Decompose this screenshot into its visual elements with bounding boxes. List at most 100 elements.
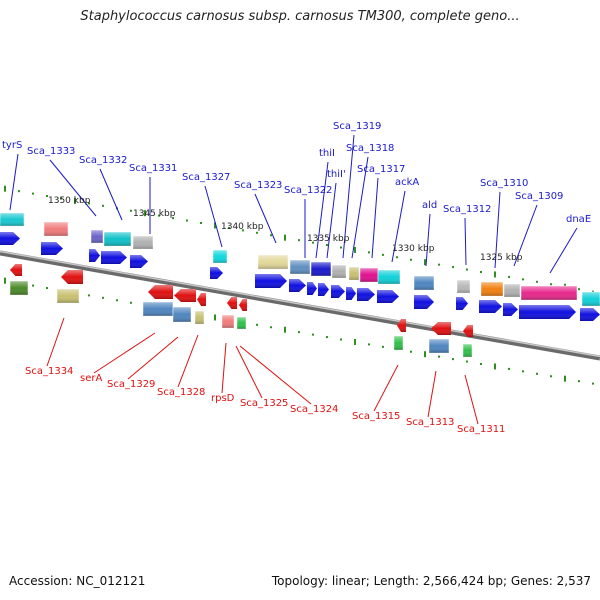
gene-box[interactable]: [413, 275, 435, 291]
forward-gene-arrow[interactable]: [519, 305, 576, 319]
scale-label: 1335 kbp: [307, 234, 350, 244]
gene-box[interactable]: [480, 281, 504, 297]
gene-label[interactable]: thiI: [319, 148, 335, 159]
gene-label[interactable]: Sca_1318: [346, 143, 394, 154]
forward-gene-arrow[interactable]: [503, 303, 518, 316]
gene-label[interactable]: ald: [422, 200, 437, 211]
forward-gene-arrow[interactable]: [377, 290, 399, 303]
forward-gene-arrow[interactable]: [89, 249, 100, 262]
reverse-gene-arrow[interactable]: [431, 322, 451, 335]
gene-box[interactable]: [348, 266, 360, 281]
gene-label[interactable]: Sca_1334: [25, 366, 73, 377]
gene-label[interactable]: Sca_1322: [284, 185, 332, 196]
gene-label[interactable]: Sca_1319: [333, 121, 381, 132]
gene-box[interactable]: [393, 335, 404, 351]
reverse-gene-arrow[interactable]: [463, 325, 473, 337]
gene-box[interactable]: [331, 264, 347, 279]
reverse-gene-arrow[interactable]: [10, 264, 22, 276]
forward-gene-arrow[interactable]: [289, 279, 306, 292]
gene-label[interactable]: Sca_1323: [234, 180, 282, 191]
gene-box[interactable]: [9, 280, 29, 296]
scale-tick: [102, 296, 104, 299]
forward-gene-arrow[interactable]: [255, 274, 287, 288]
gene-features[interactable]: [0, 212, 600, 358]
gene-label[interactable]: Sca_1312: [443, 204, 491, 215]
gene-label[interactable]: Sca_1332: [79, 155, 127, 166]
reverse-gene-arrow[interactable]: [148, 285, 173, 299]
gene-box[interactable]: [456, 279, 471, 294]
scale-tick: [466, 360, 468, 363]
gene-box[interactable]: [172, 306, 192, 323]
gene-label[interactable]: Sca_1331: [129, 163, 177, 174]
forward-gene-arrow[interactable]: [346, 287, 356, 300]
forward-gene-arrow[interactable]: [357, 288, 375, 301]
gene-box[interactable]: [0, 212, 25, 227]
gene-label[interactable]: thiI': [327, 169, 346, 180]
gene-label[interactable]: Sca_1311: [457, 424, 505, 435]
leader-line: [254, 193, 277, 244]
forward-gene-arrow[interactable]: [307, 282, 317, 295]
gene-box[interactable]: [103, 231, 132, 247]
scale-tick: [32, 192, 34, 195]
reverse-gene-arrow[interactable]: [197, 293, 206, 306]
gene-label[interactable]: Sca_1313: [406, 417, 454, 428]
reverse-gene-arrow[interactable]: [239, 299, 247, 311]
reverse-gene-arrow[interactable]: [61, 270, 83, 284]
gene-label[interactable]: Sca_1310: [480, 178, 528, 189]
scale-tick: [494, 363, 496, 370]
gene-label[interactable]: tyrS: [2, 140, 22, 151]
forward-gene-arrow[interactable]: [414, 295, 434, 309]
gene-label[interactable]: Sca_1328: [157, 387, 205, 398]
gene-label[interactable]: ackA: [395, 177, 419, 188]
reverse-gene-arrow[interactable]: [397, 319, 406, 332]
gene-box[interactable]: [520, 285, 578, 301]
forward-gene-arrow[interactable]: [479, 300, 502, 313]
gene-box[interactable]: [581, 291, 600, 307]
forward-gene-arrow[interactable]: [456, 297, 468, 310]
forward-gene-arrow[interactable]: [331, 285, 345, 298]
gene-label[interactable]: Sca_1325: [240, 398, 288, 409]
gene-box[interactable]: [503, 283, 521, 298]
forward-gene-arrow[interactable]: [41, 242, 63, 255]
gene-label[interactable]: Sca_1309: [515, 191, 563, 202]
forward-gene-arrow[interactable]: [580, 308, 600, 321]
gene-box[interactable]: [132, 235, 154, 250]
forward-gene-arrow[interactable]: [318, 283, 329, 296]
gene-label[interactable]: dnaE: [566, 214, 591, 225]
gene-box[interactable]: [257, 254, 289, 270]
forward-gene-arrow[interactable]: [0, 232, 20, 245]
gene-box[interactable]: [310, 261, 332, 277]
reverse-gene-arrow[interactable]: [227, 297, 237, 309]
gene-box[interactable]: [359, 267, 379, 283]
reverse-gene-arrow[interactable]: [174, 289, 196, 302]
gene-box[interactable]: [377, 269, 401, 285]
gene-label[interactable]: Sca_1324: [290, 404, 338, 415]
scale-tick: [88, 202, 90, 205]
gene-box[interactable]: [221, 314, 235, 329]
forward-gene-arrow[interactable]: [101, 251, 127, 264]
scale-tick: [354, 246, 356, 253]
gene-label[interactable]: Sca_1317: [357, 164, 405, 175]
gene-box[interactable]: [428, 338, 450, 354]
gene-box[interactable]: [90, 229, 104, 244]
gene-box[interactable]: [142, 301, 174, 317]
gene-box[interactable]: [236, 316, 247, 330]
gene-label[interactable]: rpsD: [211, 393, 235, 404]
forward-gene-arrow[interactable]: [130, 255, 148, 268]
gene-label[interactable]: serA: [80, 373, 102, 384]
gene-box[interactable]: [194, 310, 205, 325]
forward-gene-arrow[interactable]: [210, 267, 223, 279]
gene-labels[interactable]: 1350 kbp 1345 kbp 1340 kbp 1335 kbp 1330 kbp…: [2, 121, 591, 435]
gene-label[interactable]: Sca_1327: [182, 172, 230, 183]
gene-label[interactable]: Sca_1329: [107, 379, 155, 390]
gene-label[interactable]: Sca_1333: [27, 146, 75, 157]
gene-box[interactable]: [289, 259, 311, 275]
gene-box[interactable]: [43, 221, 69, 237]
leader-line: [371, 177, 379, 259]
gene-box[interactable]: [56, 288, 80, 304]
gene-box[interactable]: [212, 249, 228, 264]
scale-tick: [298, 239, 300, 242]
gene-box[interactable]: [462, 343, 473, 358]
gene-label[interactable]: Sca_1315: [352, 411, 400, 422]
